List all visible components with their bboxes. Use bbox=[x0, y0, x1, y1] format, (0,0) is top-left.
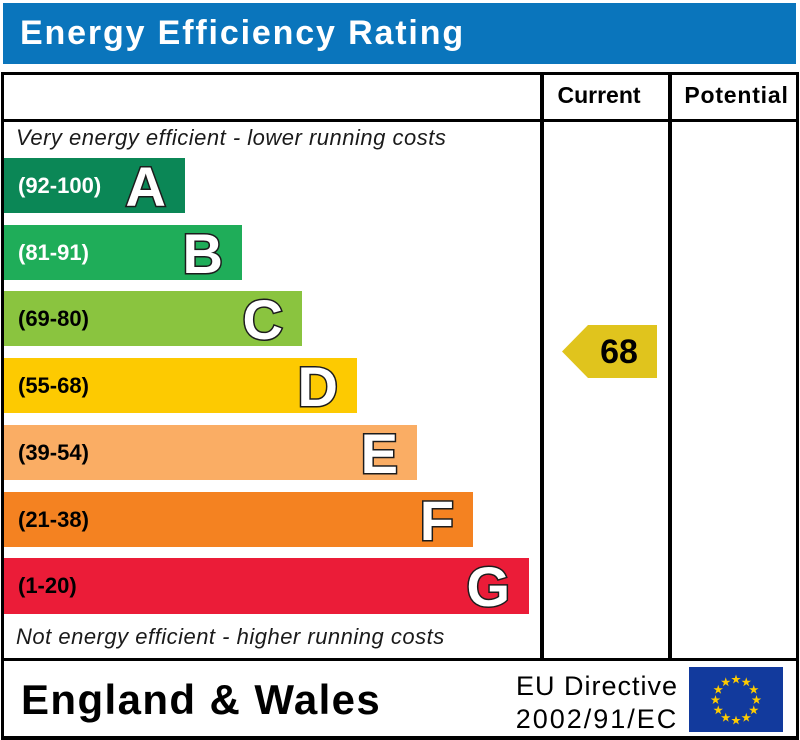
svg-text:68: 68 bbox=[600, 333, 638, 371]
